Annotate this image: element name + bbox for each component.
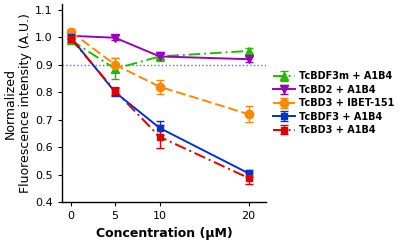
- Y-axis label: Normalized
Fluorescence intensity (A.U.): Normalized Fluorescence intensity (A.U.): [4, 13, 32, 193]
- Legend: TcBDF3m + A1B4, TcBD2 + A1B4, TcBD3 + IBET-151, TcBDF3 + A1B4, TcBD3 + A1B4: TcBDF3m + A1B4, TcBD2 + A1B4, TcBD3 + IB…: [271, 70, 396, 137]
- X-axis label: Concentration (μM): Concentration (μM): [96, 227, 232, 240]
